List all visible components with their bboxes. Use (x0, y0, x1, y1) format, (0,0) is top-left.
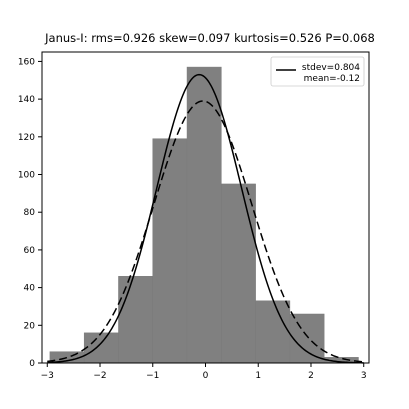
histogram-bar-7 (289, 313, 325, 364)
histogram-bar-2 (118, 276, 154, 364)
x-tick-label: −1 (146, 371, 159, 381)
y-tick-label: 100 (18, 171, 35, 181)
curves-group (47, 73, 364, 364)
y-tick-label: 80 (24, 208, 36, 218)
bars-group (49, 66, 359, 364)
y-tick-label: 40 (24, 284, 36, 294)
histogram-bar-5 (221, 183, 256, 364)
y-tick-label: 140 (18, 95, 35, 105)
x-tick-label: 3 (361, 371, 367, 381)
histogram-bar-3 (152, 138, 188, 364)
y-axis-ticks: 0 20 40 60 80 100 120 140 160 (18, 57, 42, 369)
legend-box (270, 56, 365, 87)
y-tick-label: 0 (29, 359, 35, 369)
x-tick-label: 1 (255, 371, 261, 381)
x-tick-label: 0 (203, 371, 209, 381)
legend: stdev=0.804 mean=-0.12 (270, 56, 365, 87)
x-tick-label: −2 (93, 371, 106, 381)
y-tick-label: 120 (18, 133, 35, 143)
gaussian-curve-solid (47, 73, 364, 364)
legend-entry-stdev: stdev=0.804 (302, 63, 360, 73)
gaussian-curve-dashed (47, 100, 364, 363)
y-tick-label: 160 (18, 57, 35, 67)
chart-title: Janus-I: rms=0.926 skew=0.097 kurtosis=0… (44, 31, 375, 45)
legend-entry-mean: mean=-0.12 (304, 74, 360, 84)
x-tick-label: 2 (308, 371, 314, 381)
histogram-bar-6 (255, 300, 291, 364)
y-tick-label: 60 (24, 246, 36, 256)
x-tick-label: −3 (41, 371, 54, 381)
x-axis-ticks: −3 −2 −1 0 1 2 3 (41, 363, 367, 381)
histogram-bar-1 (83, 332, 119, 364)
y-tick-label: 20 (24, 321, 36, 331)
